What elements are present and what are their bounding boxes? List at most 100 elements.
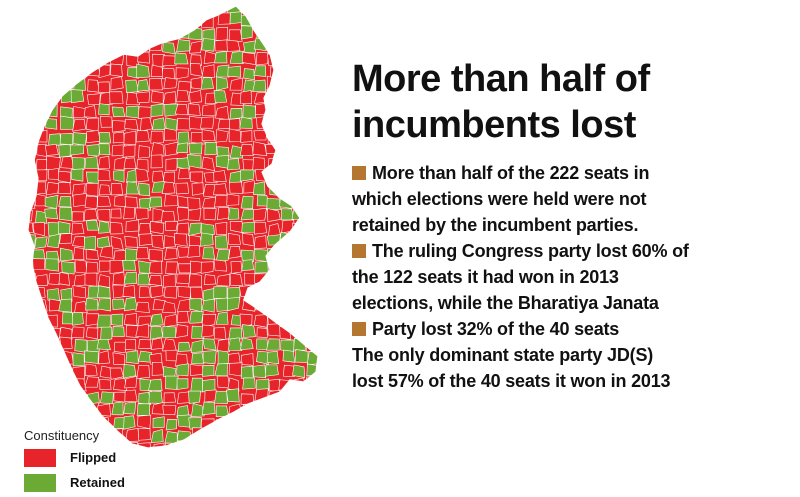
constituency-retained <box>216 76 229 91</box>
constituency-retained <box>200 77 214 90</box>
constituency-retained <box>256 338 269 351</box>
constituency-retained <box>147 378 163 391</box>
constituency-flipped <box>97 403 111 417</box>
constituency-flipped <box>203 6 217 16</box>
constituency-flipped <box>175 182 189 195</box>
constituency-flipped <box>226 39 241 52</box>
constituency-flipped <box>33 6 48 14</box>
constituency-flipped <box>228 246 242 259</box>
constituency-flipped <box>308 219 318 235</box>
constituency-flipped <box>253 130 268 141</box>
constituency-retained <box>215 154 230 169</box>
constituency-flipped <box>137 51 150 64</box>
constituency-flipped <box>28 27 32 42</box>
constituency-retained <box>241 25 253 40</box>
constituency-retained <box>191 403 205 418</box>
constituency-flipped <box>321 377 334 390</box>
constituency-retained <box>164 103 178 117</box>
constituency-retained <box>45 118 58 130</box>
constituency-flipped <box>253 287 268 302</box>
constituency-flipped <box>112 131 125 144</box>
constituency-retained <box>188 222 202 237</box>
constituency-flipped <box>216 338 231 353</box>
constituency-flipped <box>71 23 85 39</box>
constituency-flipped <box>203 274 216 285</box>
constituency-flipped <box>74 259 87 274</box>
constituency-flipped <box>28 146 35 159</box>
constituency-retained <box>241 249 255 263</box>
constituency-flipped <box>187 244 201 258</box>
constituency-flipped <box>72 247 85 260</box>
constituency-flipped <box>97 169 111 182</box>
constituency-flipped <box>59 233 73 244</box>
constituency-flipped <box>176 222 190 235</box>
constituency-flipped <box>28 119 34 133</box>
constituency-retained <box>266 234 281 246</box>
constituency-flipped <box>201 156 216 172</box>
constituency-flipped <box>28 259 34 274</box>
point-line: retained by the incumbent parties. <box>352 215 639 235</box>
constituency-flipped <box>32 105 46 119</box>
constituency-flipped <box>98 64 111 79</box>
constituency-flipped <box>255 168 269 182</box>
constituency-retained <box>69 144 85 156</box>
constituency-retained <box>176 39 191 53</box>
constituency-flipped <box>279 297 294 312</box>
constituency-flipped <box>265 275 280 287</box>
constituency-flipped <box>28 313 34 327</box>
constituency-retained <box>266 351 280 365</box>
constituency-flipped <box>97 155 110 170</box>
key-points: More than half of the 222 seats in which… <box>352 160 798 394</box>
constituency-flipped <box>281 417 295 430</box>
constituency-flipped <box>112 25 127 39</box>
constituency-flipped <box>279 78 293 92</box>
constituency-retained <box>113 170 125 183</box>
constituency-flipped <box>268 454 280 466</box>
constituency-flipped <box>58 271 70 286</box>
constituency-flipped <box>83 105 97 118</box>
constituency-flipped <box>291 314 306 328</box>
constituency-flipped <box>295 194 310 206</box>
constituency-flipped <box>239 143 254 156</box>
constituency-retained <box>278 246 293 261</box>
constituency-flipped <box>98 184 111 196</box>
constituency-flipped <box>305 105 318 117</box>
constituency-flipped <box>112 120 126 133</box>
constituency-flipped <box>86 93 101 105</box>
constituency-retained <box>243 40 257 54</box>
constituency-flipped <box>239 90 253 105</box>
constituency-flipped <box>110 208 122 219</box>
constituency-flipped <box>317 169 318 183</box>
constituency-flipped <box>28 156 36 170</box>
constituency-flipped <box>149 78 163 91</box>
karnataka-constituency-map <box>27 5 334 466</box>
constituency-flipped <box>293 13 308 27</box>
constituency-flipped <box>307 155 318 168</box>
constituency-flipped <box>45 90 58 105</box>
constituency-flipped <box>28 366 33 378</box>
constituency-flipped <box>305 181 318 194</box>
constituency-flipped <box>32 364 46 377</box>
constituency-flipped <box>34 65 48 78</box>
constituency-flipped <box>320 419 333 430</box>
constituency-retained <box>98 132 112 144</box>
constituency-flipped <box>305 311 318 326</box>
constituency-retained <box>59 247 73 262</box>
constituency-flipped <box>148 248 163 262</box>
constituency-flipped <box>240 443 253 448</box>
constituency-flipped <box>317 28 318 43</box>
constituency-flipped <box>280 182 294 197</box>
constituency-retained <box>177 414 191 428</box>
constituency-flipped <box>188 40 203 54</box>
constituency-flipped <box>28 416 34 429</box>
constituency-flipped <box>213 170 227 183</box>
constituency-flipped <box>99 91 113 106</box>
constituency-retained <box>110 313 124 327</box>
constituency-retained <box>125 105 140 119</box>
constituency-retained <box>186 154 202 169</box>
constituency-flipped <box>252 141 268 156</box>
constituency-flipped <box>28 184 34 196</box>
constituency-retained <box>58 221 71 235</box>
constituency-flipped <box>33 352 47 366</box>
constituency-flipped <box>48 390 61 403</box>
